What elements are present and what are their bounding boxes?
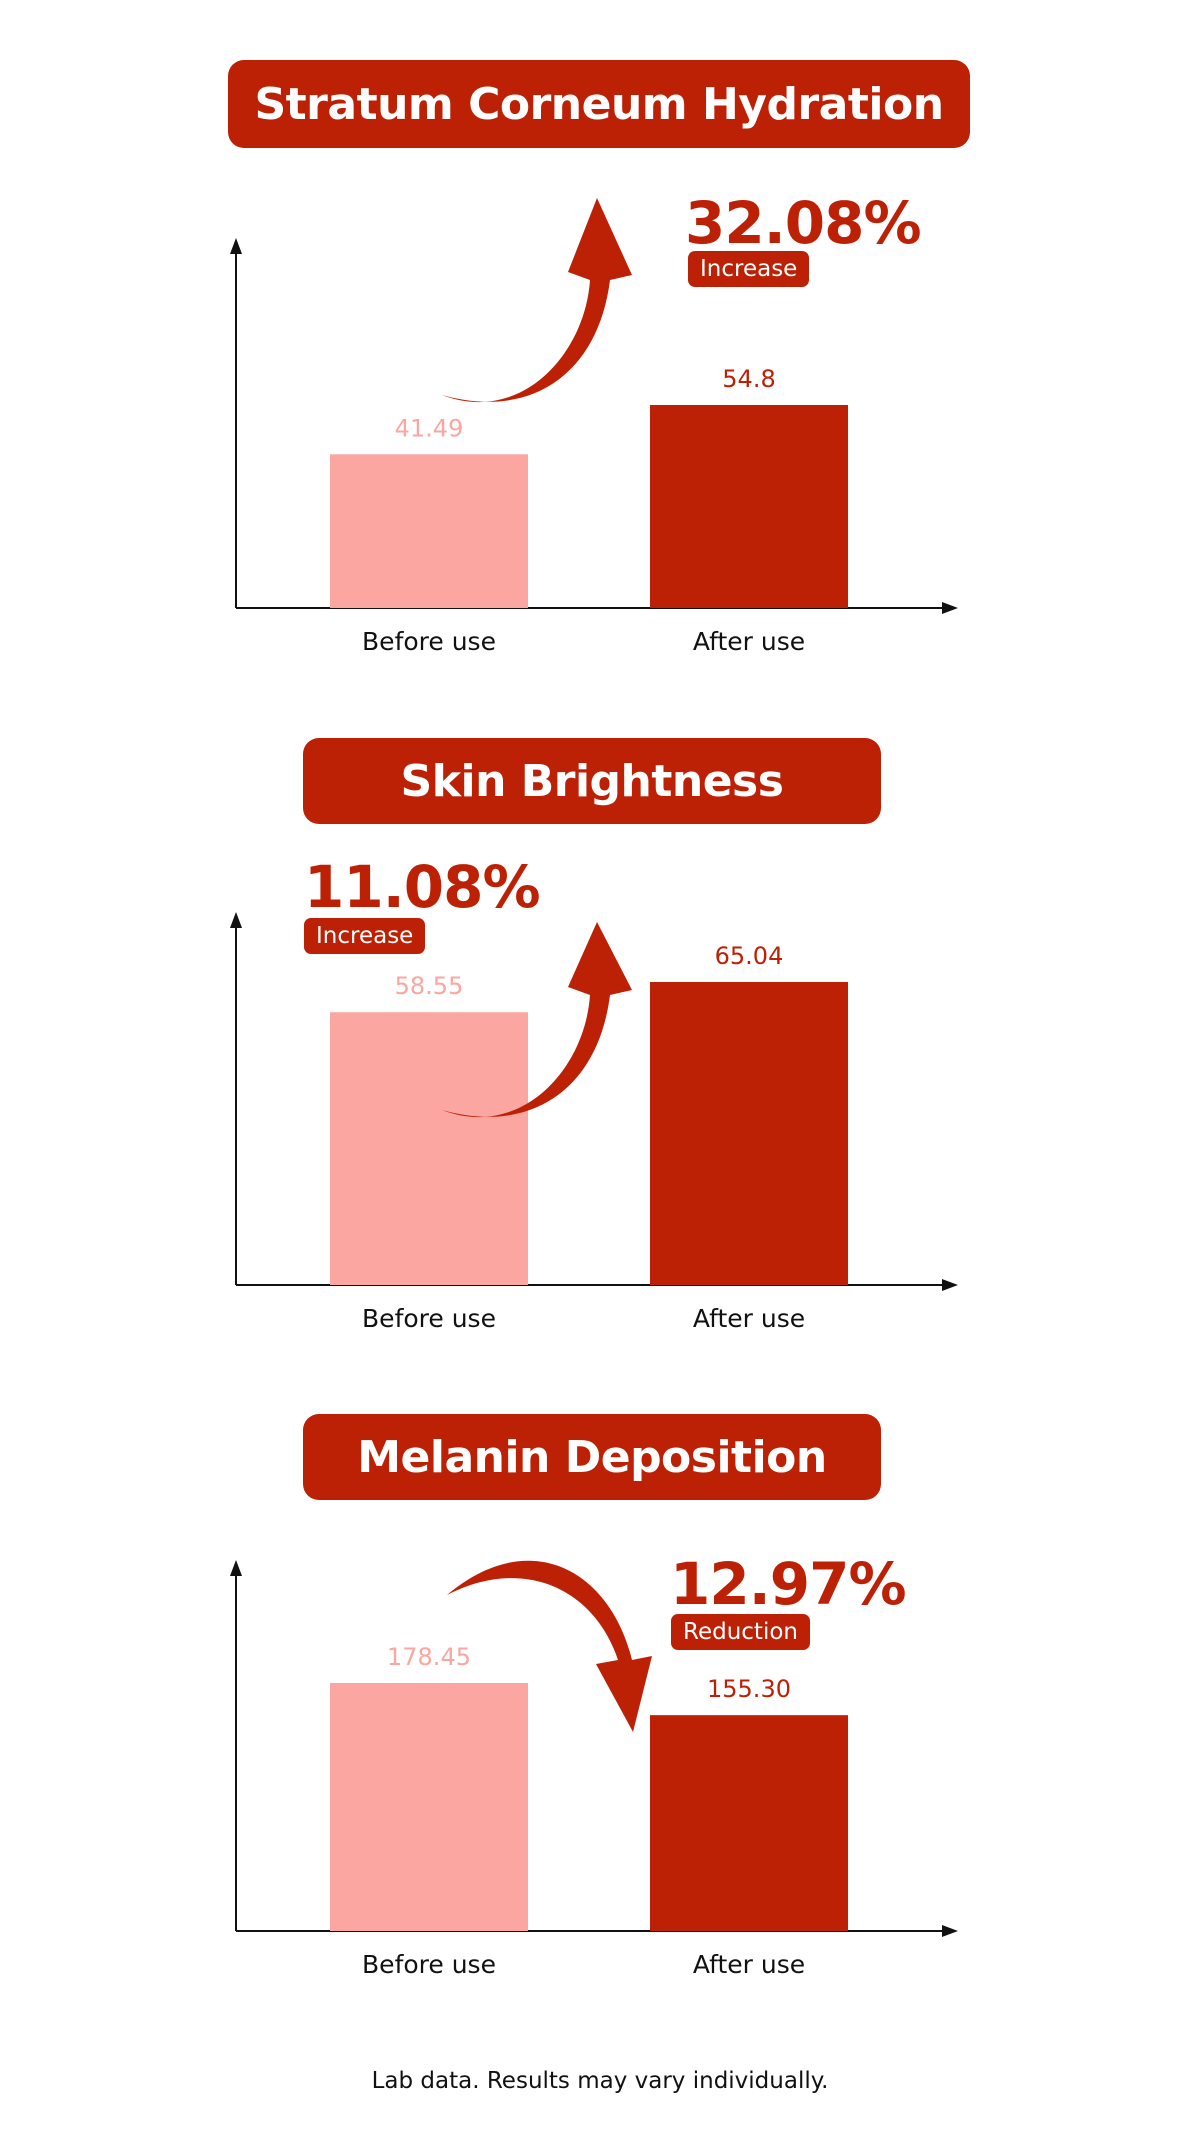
bar-after: [650, 1715, 848, 1931]
data-label: 54.8: [722, 365, 775, 393]
bar-chart-hydration: 41.49 Before use 54.8 After use: [230, 198, 958, 656]
change-percent: 32.08%: [685, 189, 922, 257]
y-axis-arrowhead: [230, 238, 242, 254]
x-tick-label: After use: [693, 1950, 805, 1979]
x-tick-label: Before use: [362, 1950, 496, 1979]
x-tick-label: After use: [693, 627, 805, 656]
data-label: 58.55: [395, 972, 464, 1000]
x-tick-label: Before use: [362, 627, 496, 656]
y-axis-arrowhead: [230, 1560, 242, 1576]
change-label-badge: Increase: [688, 251, 810, 287]
x-tick-label: Before use: [362, 1304, 496, 1333]
chart-panel-melanin: Melanin Deposition 178.45 Before use 155.3…: [0, 1370, 1200, 2050]
chart-title: Melanin Deposition: [303, 1414, 881, 1500]
bar-after: [650, 405, 848, 608]
x-axis-arrowhead: [942, 1279, 958, 1291]
curved-arrow-up-icon: [442, 198, 632, 403]
data-label: 65.04: [715, 942, 784, 970]
chart-title: Stratum Corneum Hydration: [228, 60, 970, 148]
data-label: 178.45: [387, 1643, 471, 1671]
curved-arrow-down-icon: [447, 1560, 652, 1732]
change-label-badge: Increase: [304, 918, 426, 954]
x-axis-arrowhead: [942, 602, 958, 614]
bar-before: [330, 1683, 528, 1931]
x-tick-label: After use: [693, 1304, 805, 1333]
change-label-badge: Reduction: [671, 1614, 810, 1650]
y-axis-arrowhead: [230, 912, 242, 928]
chart-panel-brightness: Skin Brightness 58.55 Before use 65.04 Afte…: [0, 690, 1200, 1370]
data-label: 155.30: [707, 1675, 791, 1703]
change-percent: 12.97%: [670, 1550, 907, 1618]
chart-title: Skin Brightness: [303, 738, 881, 824]
data-label: 41.49: [395, 414, 464, 442]
bar-before: [330, 1012, 528, 1285]
bar-before: [330, 454, 528, 608]
curved-arrow-up-icon: [442, 922, 632, 1118]
x-axis-arrowhead: [942, 1925, 958, 1937]
change-percent: 11.08%: [304, 853, 541, 921]
chart-panel-hydration: Stratum Corneum Hydration 41.49 Before us…: [0, 0, 1200, 690]
bar-chart-melanin: 178.45 Before use 155.30 After use: [230, 1560, 958, 1979]
bar-chart-brightness: 58.55 Before use 65.04 After use: [230, 912, 958, 1333]
bar-after: [650, 982, 848, 1285]
footnote: Lab data. Results may vary individually.: [371, 2068, 829, 2094]
